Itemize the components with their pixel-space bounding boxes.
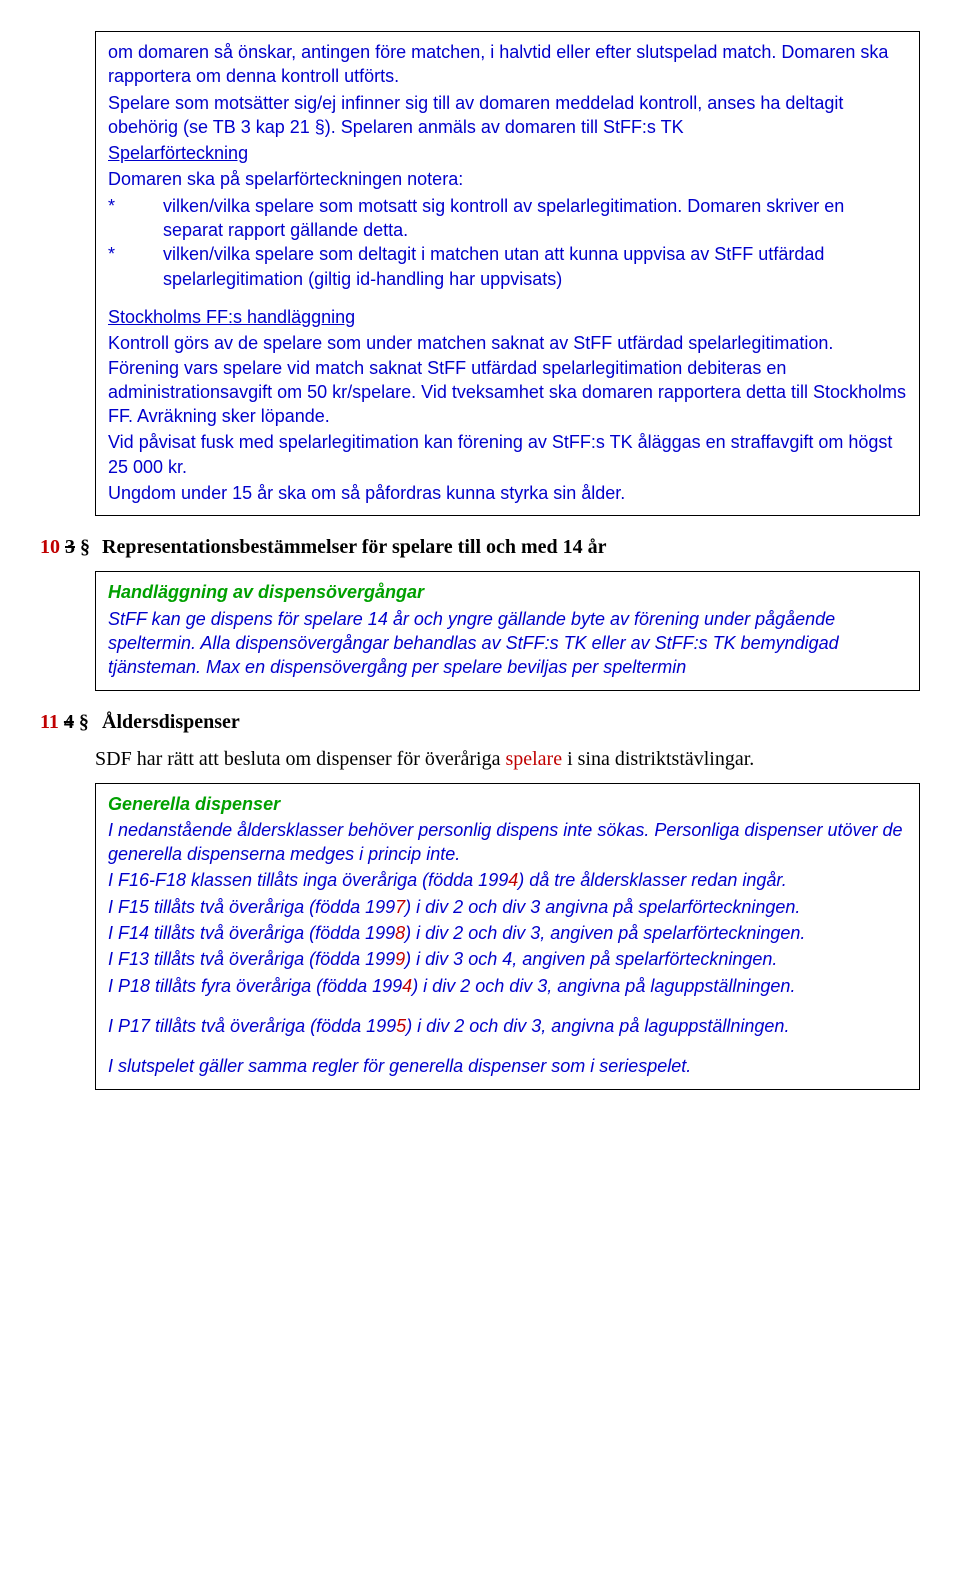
text: vilken/vilka spelare som motsatt sig kon… (163, 194, 907, 243)
line-p18: I P18 tillåts fyra överåriga (födda 1994… (108, 974, 907, 998)
line-f13: I F13 tillåts två överåriga (födda 1999)… (108, 947, 907, 971)
heading-handlaggning: Handläggning av dispensövergångar (108, 580, 907, 604)
heading-spelarforteckning: Spelarförteckning (108, 141, 907, 165)
text: I P18 tillåts fyra överåriga (födda 199 (108, 976, 402, 996)
section-10-heading: 10 3 § Representationsbestämmelser för s… (40, 534, 920, 561)
line-slutspel: I slutspelet gäller samma regler för gen… (108, 1054, 907, 1078)
text: I F13 tillåts två överåriga (födda 199 (108, 949, 395, 969)
text: I F15 tillåts två överåriga (födda 199 (108, 897, 395, 917)
section-number-new: 11 (40, 711, 59, 733)
text: ) då tre åldersklasser redan ingår. (518, 870, 786, 890)
section-11-heading: 11 4 § Åldersdispenser (40, 709, 920, 736)
line-f15: I F15 tillåts två överåriga (födda 1997)… (108, 895, 907, 919)
text: Vid påvisat fusk med spelarlegitimation … (108, 430, 907, 479)
text: ) i div 2 och div 3, angivna på laguppst… (412, 976, 795, 996)
inserted-word: spelare (505, 748, 562, 770)
heading-stockholms-ff: Stockholms FF:s handläggning (108, 305, 907, 329)
text: I F14 tillåts två överåriga (födda 199 (108, 923, 395, 943)
text: StFF kan ge dispens för spelare 14 år oc… (108, 607, 907, 680)
text: I F16-F18 klassen tillåts inga överåriga… (108, 870, 508, 890)
text: i sina distriktstävlingar. (562, 748, 754, 770)
section-number-old: 3 (65, 536, 75, 558)
text: ) i div 2 och div 3 angivna på spelarför… (405, 897, 800, 917)
section-symbol: § (80, 536, 90, 558)
sdf-text: SDF har rätt att besluta om dispenser fö… (95, 746, 920, 773)
line-p17: I P17 tillåts två överåriga (födda 1995)… (108, 1014, 907, 1038)
box-dispensovergangar: Handläggning av dispensövergångar StFF k… (95, 571, 920, 690)
section-title: Åldersdispenser (102, 709, 920, 736)
text: Kontroll görs av de spelare som under ma… (108, 331, 907, 428)
text: I nedanstående åldersklasser behöver per… (108, 818, 907, 867)
text: ) i div 2 och div 3, angiven på spelarfö… (405, 923, 805, 943)
text: Ungdom under 15 år ska om så påfordras k… (108, 481, 907, 505)
text: Spelare som motsätter sig/ej infinner si… (108, 91, 907, 140)
year-digit: 9 (395, 949, 405, 969)
text: I P17 tillåts två överåriga (födda 199 (108, 1016, 396, 1036)
year-digit: 8 (395, 923, 405, 943)
year-digit: 4 (508, 870, 518, 890)
text: ) i div 2 och div 3, angivna på laguppst… (406, 1016, 789, 1036)
text: Domaren ska på spelarförteckningen noter… (108, 167, 907, 191)
box-spelarlegitimation: om domaren så önskar, antingen före matc… (95, 31, 920, 516)
text: vilken/vilka spelare som deltagit i matc… (163, 242, 907, 291)
section-symbol: § (79, 711, 89, 733)
text: SDF har rätt att besluta om dispenser fö… (95, 748, 505, 770)
line-f16: I F16-F18 klassen tillåts inga överåriga… (108, 868, 907, 892)
text: ) i div 3 och 4, angiven på spelarförtec… (405, 949, 777, 969)
box-generella-dispenser: Generella dispenser I nedanstående ålder… (95, 783, 920, 1090)
year-digit: 5 (396, 1016, 406, 1036)
section-number-old: 4 (64, 711, 74, 733)
year-digit: 4 (402, 976, 412, 996)
heading-generella: Generella dispenser (108, 792, 907, 816)
year-digit: 7 (395, 897, 405, 917)
line-f14: I F14 tillåts två överåriga (födda 1998)… (108, 921, 907, 945)
bullet-star: * (108, 194, 163, 243)
section-number-new: 10 (40, 536, 60, 558)
bullet-star: * (108, 242, 163, 291)
section-title: Representationsbestämmelser för spelare … (102, 534, 920, 561)
text: om domaren så önskar, antingen före matc… (108, 40, 907, 89)
